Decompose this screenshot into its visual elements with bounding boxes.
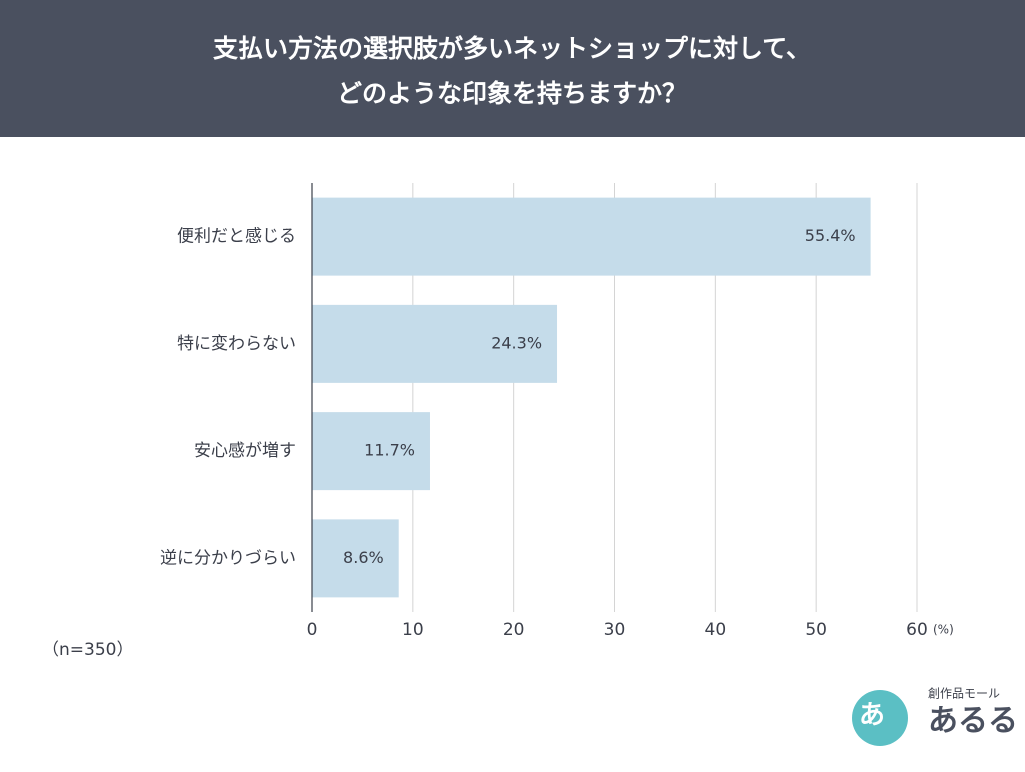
x-tick-label: 60 [906,620,928,640]
value-label: 55.4% [805,226,856,245]
x-tick-label: 10 [402,620,424,640]
bar [312,304,558,383]
logo-mark: あ [859,701,885,731]
value-label: 8.6% [343,548,384,567]
logo-tagline: 創作品モール [928,687,1000,701]
x-tick-label: 30 [604,620,626,640]
logo-circle [852,690,908,746]
bar [312,197,871,276]
x-tick-label: 50 [805,620,827,640]
sample-note: （n=350） [42,640,133,660]
bar [312,519,399,598]
bar [312,412,430,491]
y-tick-label: 逆に分かりづらい [160,548,296,568]
logo: あ 創作品モール あるる [852,687,1018,746]
header-band [0,0,1025,137]
x-tick-label: 0 [307,620,318,640]
x-tick-label: 40 [705,620,727,640]
value-label: 24.3% [491,333,542,352]
y-tick-label: 安心感が増す [194,441,296,461]
logo-name: あるる [928,704,1018,739]
chart-title: 支払い方法の選択肢が多いネットショップに対して、 [213,34,811,63]
value-label: 11.7% [364,441,415,460]
chart-title: どのような印象を持ちますか？ [337,79,687,108]
x-tick-label: 20 [503,620,525,640]
y-tick-label: 便利だと感じる [177,227,296,247]
y-tick-label: 特に変わらない [177,334,296,354]
x-unit: (%) [933,623,954,637]
